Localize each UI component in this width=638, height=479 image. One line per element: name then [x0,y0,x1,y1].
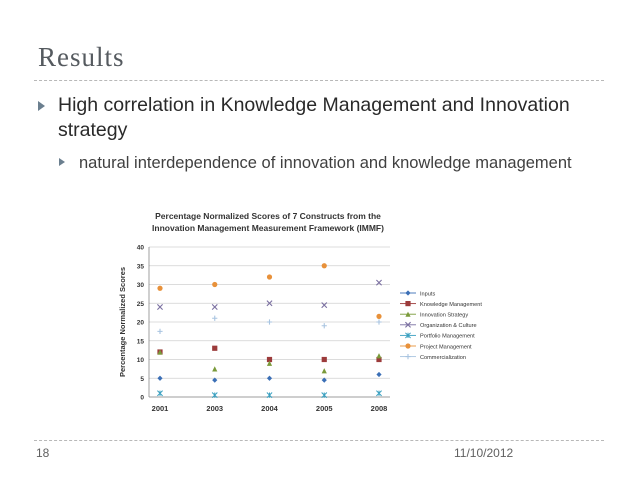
data-point [212,366,218,372]
x-tick-label: 2004 [261,404,279,413]
data-point [376,356,382,363]
y-tick-label: 20 [137,320,145,327]
chart-svg: Percentage Normalized Scores of 7 Constr… [118,211,482,413]
data-point [376,390,382,397]
legend-marker [405,301,411,307]
data-point [321,356,327,363]
bullet-primary-text: High correlation in Knowledge Management… [58,94,570,141]
data-point [266,375,273,381]
data-point [321,323,327,329]
y-axis-label: Percentage Normalized Scores [118,267,127,377]
data-point [376,313,382,319]
legend-label: Innovation Strategy [420,313,468,319]
scores-chart: Percentage Normalized Scores of 7 Constr… [108,207,528,425]
data-point [212,377,218,383]
legend-label: Knowledge Management [420,302,482,308]
footer-divider [34,440,604,441]
legend-label: Portfolio Management [420,334,475,340]
data-point [157,375,163,381]
chart-title-line-2: Innovation Management Measurement Framew… [152,223,384,233]
legend-label: Organization & Culture [420,323,477,329]
bullet-secondary: natural interdependence of innovation an… [59,152,579,175]
bullet-secondary-text: natural interdependence of innovation an… [79,154,572,172]
legend-label: Project Management [420,344,472,350]
data-point [211,304,218,310]
y-tick-label: 0 [140,395,144,402]
data-point [266,319,273,325]
legend-marker [405,354,411,360]
data-point [157,390,163,397]
data-point [321,377,327,383]
data-point [266,274,273,280]
x-tick-label: 2003 [206,404,223,413]
data-point [212,281,218,288]
data-point [157,304,163,310]
legend-label: Commercialization [420,355,466,361]
y-tick-label: 10 [137,357,145,364]
legend-marker [405,311,411,317]
y-tick-label: 40 [137,245,145,252]
data-point [266,360,273,366]
title-divider [34,80,604,81]
legend-marker [405,343,411,349]
data-point [266,356,273,363]
bullet-arrow-icon [38,101,45,111]
data-point [376,353,382,359]
data-point [211,392,218,399]
x-tick-label: 2008 [371,404,388,413]
chart-title-line-1: Percentage Normalized Scores of 7 Constr… [155,211,381,221]
data-point [376,279,382,286]
legend-marker [405,321,411,328]
data-point [212,345,218,351]
bullet-primary: High correlation in Knowledge Management… [38,93,578,143]
data-point [157,328,163,334]
y-tick-label: 15 [137,338,145,345]
slide-title: Results [38,42,125,72]
y-tick-label: 35 [137,263,145,270]
x-tick-label: 2001 [152,404,169,413]
data-point [376,371,382,378]
data-point [321,302,328,309]
slide-date: 11/10/2012 [454,446,514,460]
data-point [376,319,382,325]
data-point [266,300,273,307]
legend-marker [405,290,411,296]
data-point [157,285,163,291]
y-tick-label: 25 [137,301,145,308]
page-number: 18 [36,446,50,460]
legend-marker [405,332,411,339]
x-tick-label: 2005 [316,404,333,413]
y-tick-label: 30 [137,282,145,289]
data-point [321,263,327,269]
data-point [157,349,163,355]
data-point [266,392,273,399]
data-point [321,392,328,399]
data-point [212,315,218,321]
legend-label: Inputs [420,291,435,297]
y-tick-label: 5 [140,376,144,383]
data-point [321,368,327,374]
bullet-arrow-icon [59,158,65,166]
